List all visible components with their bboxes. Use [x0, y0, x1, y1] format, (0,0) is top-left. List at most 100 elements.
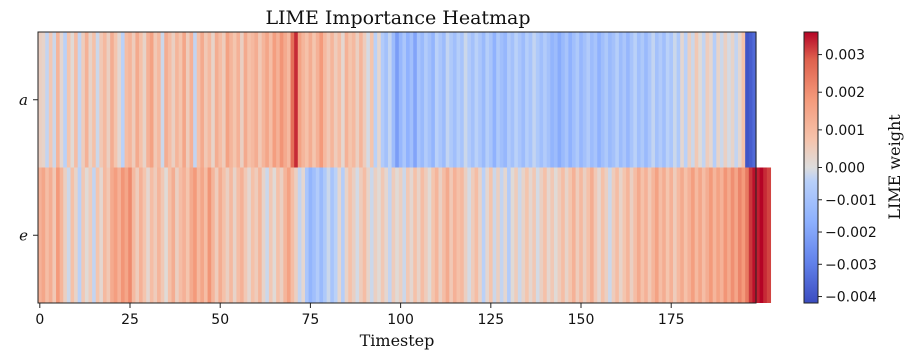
heatmap-cell	[568, 32, 573, 168]
heatmap-cell	[687, 32, 692, 168]
heatmap-cell	[175, 167, 180, 303]
colorbar-tick-label: 0.000	[825, 161, 865, 177]
heatmap-cell	[658, 167, 663, 303]
heatmap-cell	[308, 32, 313, 168]
heatmap-cell	[633, 32, 638, 168]
heatmap-cell	[373, 32, 378, 168]
heatmap-cell	[362, 167, 367, 303]
heatmap-cell	[651, 32, 656, 168]
heatmap-cell	[272, 32, 277, 168]
heatmap-cell	[265, 32, 270, 168]
heatmap-cell	[525, 32, 530, 168]
heatmap-cell	[131, 167, 137, 303]
heatmap-cell	[546, 167, 551, 303]
x-tick-label: 25	[121, 312, 139, 328]
heatmap-cell	[752, 32, 757, 168]
heatmap-cell	[561, 167, 566, 303]
heatmap-cell	[120, 32, 126, 168]
heatmap-cell	[590, 32, 595, 168]
heatmap-cells	[38, 32, 772, 303]
heatmap-cell	[626, 167, 631, 303]
heatmap-cell	[564, 32, 569, 168]
heatmap-cell	[52, 167, 57, 303]
heatmap-cell	[178, 167, 183, 303]
heatmap-cell	[510, 167, 515, 303]
heatmap-cell	[369, 32, 375, 168]
heatmap-cell	[600, 167, 606, 303]
heatmap-cell	[517, 32, 523, 168]
heatmap-cell	[38, 32, 43, 168]
heatmap-cell	[52, 32, 57, 168]
heatmap-cell	[438, 32, 443, 168]
heatmap-cell	[304, 32, 310, 168]
heatmap-cell	[254, 167, 259, 303]
heatmap-cell	[359, 167, 364, 303]
x-tick-label: 0	[35, 312, 44, 328]
heatmap-cell	[705, 32, 710, 168]
heatmap-cell	[698, 167, 703, 303]
heatmap-cell	[734, 32, 739, 168]
heatmap-cell	[535, 32, 541, 168]
heatmap-cell	[135, 167, 140, 303]
heatmap-cell	[391, 167, 396, 303]
heatmap-cell	[687, 167, 692, 303]
heatmap-cell	[763, 167, 768, 303]
heatmap-cell	[727, 32, 732, 168]
heatmap-cell	[618, 167, 624, 303]
heatmap-cell	[290, 32, 295, 168]
heatmap-cell	[456, 167, 461, 303]
heatmap-cell	[528, 167, 533, 303]
heatmap-cell	[709, 167, 714, 303]
heatmap-cell	[676, 32, 681, 168]
heatmap-cell	[167, 167, 173, 303]
colorbar-tick-label: −0.001	[825, 193, 877, 209]
heatmap-cell	[333, 32, 339, 168]
heatmap-cell	[701, 167, 707, 303]
heatmap-cell	[514, 32, 519, 168]
heatmap-cell	[640, 32, 645, 168]
heatmap-cell	[460, 32, 465, 168]
heatmap-cell	[268, 32, 274, 168]
heatmap-cell	[380, 32, 385, 168]
heatmap-cell	[470, 32, 476, 168]
heatmap-cell	[297, 167, 302, 303]
heatmap-cell	[424, 167, 429, 303]
heatmap-cell	[665, 167, 671, 303]
heatmap-cell	[110, 32, 115, 168]
heatmap-cell	[579, 32, 584, 168]
heatmap-cell	[604, 167, 609, 303]
heatmap-cell	[427, 167, 432, 303]
heatmap-cell	[507, 32, 512, 168]
heatmap-cell	[579, 167, 584, 303]
heatmap-cell	[470, 167, 476, 303]
heatmap-cell	[218, 32, 223, 168]
plot-frame	[37, 31, 757, 304]
colorbar	[803, 31, 819, 304]
heatmap-cell	[341, 167, 346, 303]
heatmap-cell	[759, 167, 764, 303]
heatmap-cell	[142, 167, 147, 303]
heatmap-cell	[644, 32, 649, 168]
heatmap-cell	[276, 32, 281, 168]
heatmap-cell	[478, 32, 483, 168]
heatmap-cell	[745, 32, 750, 168]
heatmap-cell	[586, 167, 591, 303]
heatmap-cell	[413, 32, 418, 168]
heatmap-cell	[492, 32, 497, 168]
x-axis: 0 25 50 75 100 125 150 175	[35, 303, 685, 328]
heatmap-cell	[362, 32, 367, 168]
heatmap-cell	[258, 167, 263, 303]
heatmap-cell	[323, 167, 328, 303]
heatmap-cell	[203, 167, 209, 303]
heatmap-cell	[691, 167, 696, 303]
heatmap-cell	[225, 32, 230, 168]
heatmap-cell	[304, 167, 310, 303]
heatmap-cell	[499, 167, 505, 303]
heatmap-cell	[92, 167, 97, 303]
heatmap-cell	[323, 32, 328, 168]
heatmap-cell	[48, 32, 54, 168]
heatmap-cell	[38, 167, 43, 303]
heatmap-cell	[81, 32, 86, 168]
heatmap-cell	[701, 32, 707, 168]
heatmap-cell	[229, 32, 234, 168]
